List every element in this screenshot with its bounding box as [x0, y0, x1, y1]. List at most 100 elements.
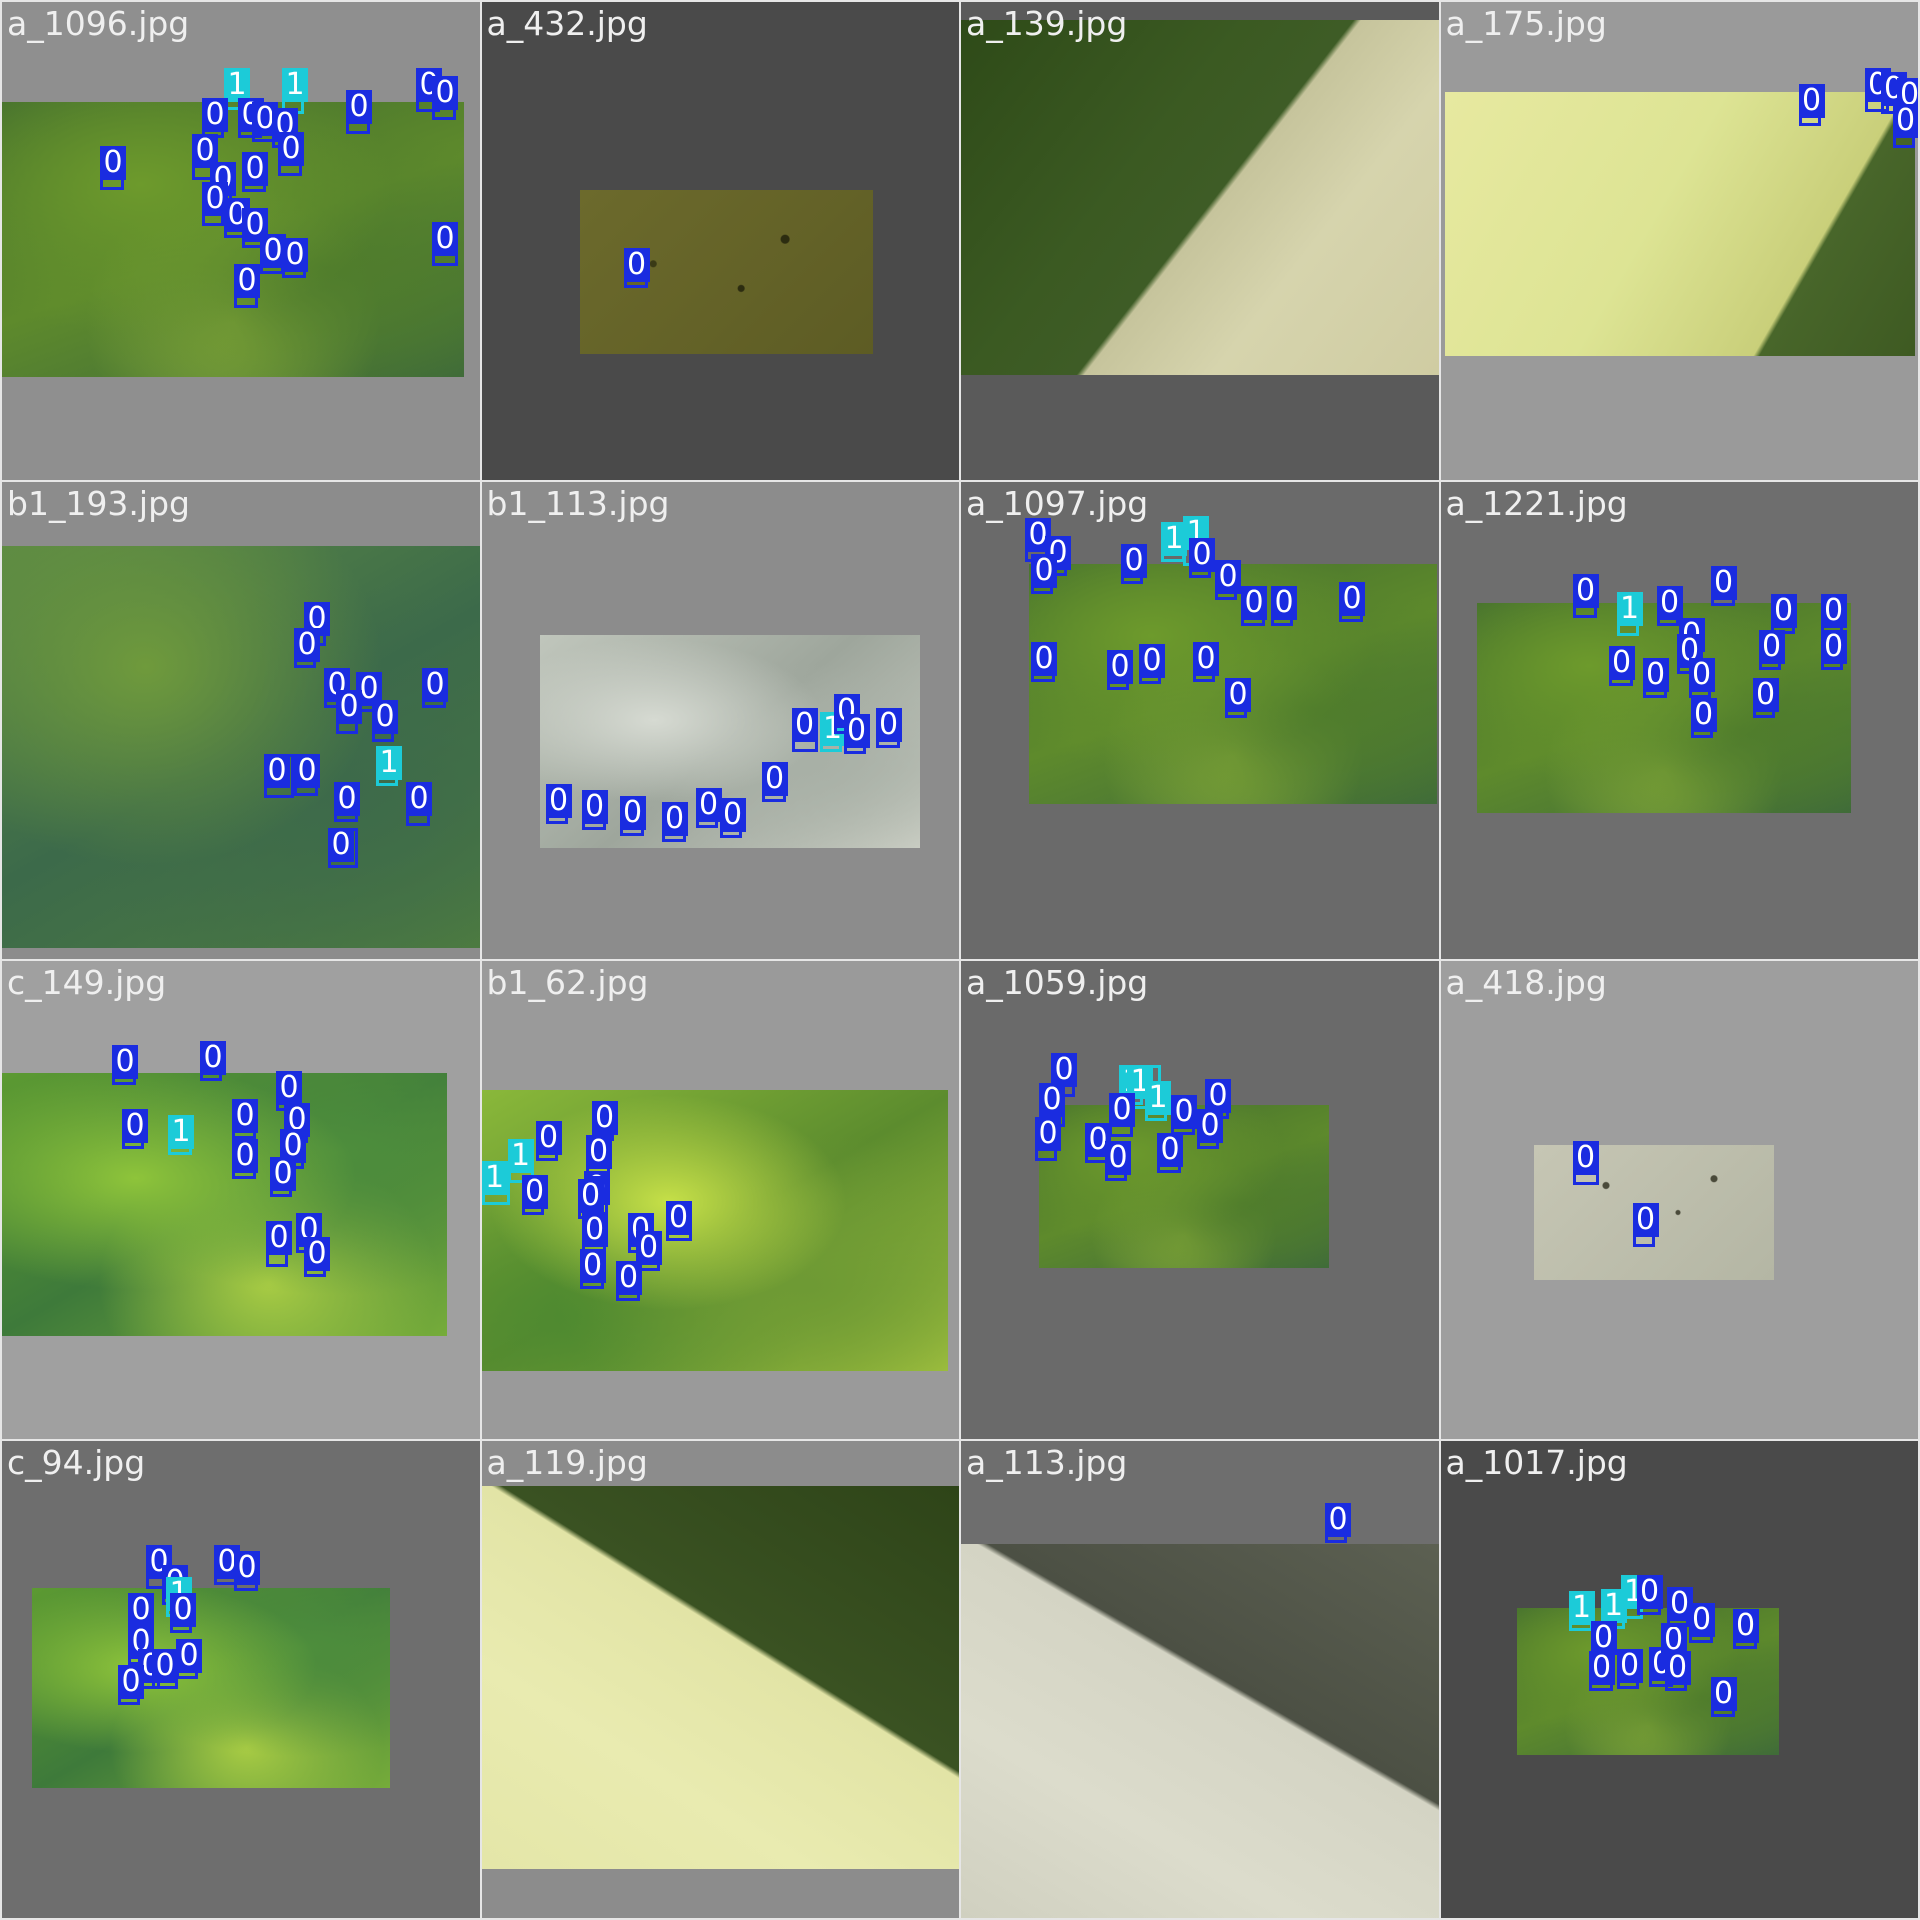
class-label: 0 — [844, 714, 870, 748]
detection-box: 0 — [1617, 1649, 1639, 1689]
detection-box: 0 — [1193, 642, 1215, 682]
aerial-photo — [961, 20, 1439, 375]
aerial-photo — [2, 102, 464, 377]
mosaic-tile: a_1097.jpg 0 0 0 1 1 0 0 0 0 0 0 0 0 0 0 0 — [961, 482, 1439, 960]
class-label: 0 — [696, 788, 722, 822]
detection-box: 0 — [1225, 678, 1247, 718]
detection-box: 0 — [662, 802, 686, 842]
detection-box: 0 — [1771, 594, 1795, 634]
class-label: 0 — [1821, 630, 1847, 664]
class-label: 0 — [876, 708, 902, 742]
class-label: 0 — [122, 1109, 148, 1143]
class-label: 0 — [294, 628, 320, 662]
tile-filename: a_432.jpg — [487, 5, 648, 43]
aerial-photo — [1477, 603, 1851, 813]
detection-box: 0 — [1667, 1587, 1689, 1627]
detection-box: 0 — [1711, 566, 1735, 606]
tile-filename: c_149.jpg — [7, 964, 166, 1002]
aerial-photo — [32, 1588, 390, 1788]
class-label: 0 — [1821, 594, 1847, 628]
class-label: 1 — [1569, 1591, 1595, 1625]
detection-box: 0 — [1035, 1117, 1057, 1161]
detection-box: 0 — [336, 690, 358, 734]
detection-box: 0 — [1753, 678, 1775, 718]
class-label: 0 — [1241, 586, 1267, 620]
detection-box: 0 — [536, 1121, 558, 1161]
tile-filename: a_113.jpg — [966, 1444, 1127, 1482]
mosaic-tile: a_1059.jpg0011100000000 — [961, 961, 1439, 1439]
detection-box: 0 — [1573, 574, 1597, 618]
class-label: 0 — [264, 754, 290, 788]
detection-box: 0 — [620, 796, 644, 836]
detection-box: 0 — [346, 90, 370, 134]
class-label: 0 — [666, 1201, 692, 1235]
class-label: 0 — [1691, 698, 1717, 732]
class-label: 0 — [586, 1135, 612, 1169]
class-label: 0 — [1637, 1575, 1663, 1609]
detection-box: 0 — [100, 146, 124, 190]
class-label: 0 — [1171, 1095, 1197, 1129]
class-label: 0 — [334, 782, 360, 816]
detection-box: 0 — [1689, 658, 1711, 698]
detection-box: 0 — [372, 700, 394, 742]
detection-box: 1 — [1161, 522, 1185, 562]
class-label: 0 — [1271, 586, 1297, 620]
detection-box: 0 — [176, 1639, 198, 1679]
class-label: 0 — [232, 1139, 258, 1173]
class-label: 0 — [1589, 1651, 1615, 1685]
class-label: 0 — [1759, 630, 1785, 664]
detection-box: 0 — [1691, 698, 1713, 738]
class-label: 1 — [508, 1139, 534, 1173]
class-label: 1 — [1145, 1081, 1171, 1115]
class-label: 0 — [1139, 644, 1165, 678]
class-label: 0 — [406, 782, 432, 816]
class-label: 0 — [1657, 586, 1683, 620]
class-label: 0 — [620, 796, 646, 830]
detection-box: 0 — [170, 1593, 192, 1633]
detection-box: 1 — [1145, 1081, 1167, 1121]
detection-box: 1 — [1569, 1591, 1593, 1631]
class-label: 0 — [234, 1551, 260, 1585]
class-label: 0 — [1325, 1503, 1351, 1537]
mosaic-tile: a_432.jpg 0 — [482, 2, 960, 480]
detection-box: 0 — [616, 1261, 640, 1301]
detection-box: 0 — [1339, 582, 1363, 622]
class-label: 0 — [1105, 1141, 1131, 1175]
tile-filename: a_418.jpg — [1446, 964, 1607, 1002]
class-label: 0 — [1617, 1649, 1643, 1683]
detection-box: 1 — [376, 746, 398, 786]
detection-box: 0 — [1689, 1603, 1713, 1643]
detection-box: 0 — [1031, 554, 1053, 594]
tile-filename: b1_62.jpg — [487, 964, 649, 1002]
class-label: 0 — [1711, 1677, 1737, 1711]
class-label: 0 — [1157, 1133, 1183, 1167]
class-label: 0 — [546, 784, 572, 818]
detection-box: 0 — [122, 1109, 144, 1149]
detection-box: 0 — [1189, 538, 1211, 578]
detection-box: 0 — [1657, 586, 1679, 626]
class-label: 1 — [282, 68, 308, 102]
class-label: 0 — [278, 132, 304, 166]
detection-box: 0 — [580, 1249, 604, 1289]
detection-box: 0 — [328, 828, 358, 868]
class-label: 0 — [112, 1045, 138, 1079]
class-label: 0 — [270, 1157, 296, 1191]
detection-box: 0 — [1241, 586, 1265, 626]
detection-box: 0 — [432, 222, 458, 266]
mosaic-tile: a_175.jpg 0 0 0 0 0 — [1441, 2, 1919, 480]
detection-box: 0 — [1325, 1503, 1347, 1543]
tile-filename: a_119.jpg — [487, 1444, 648, 1482]
mosaic-tile: b1_113.jpg 0 0 0 0 0 0 0 1 0 0 0 0 — [482, 482, 960, 960]
tile-filename: a_1221.jpg — [1446, 485, 1628, 523]
detection-box: 0 — [266, 1221, 288, 1267]
class-label: 1 — [376, 746, 402, 780]
detection-box: 1 — [482, 1161, 510, 1205]
detection-box: 0 — [1711, 1677, 1735, 1717]
class-label: 0 — [1893, 104, 1919, 138]
detection-box: 0 — [432, 76, 456, 120]
class-label: 0 — [578, 1179, 604, 1213]
detection-box: 0 — [202, 98, 224, 138]
mosaic-tile: c_149.jpg 0 0 0 1 0 0 0 0 0 0 0 0 0 — [2, 961, 480, 1439]
